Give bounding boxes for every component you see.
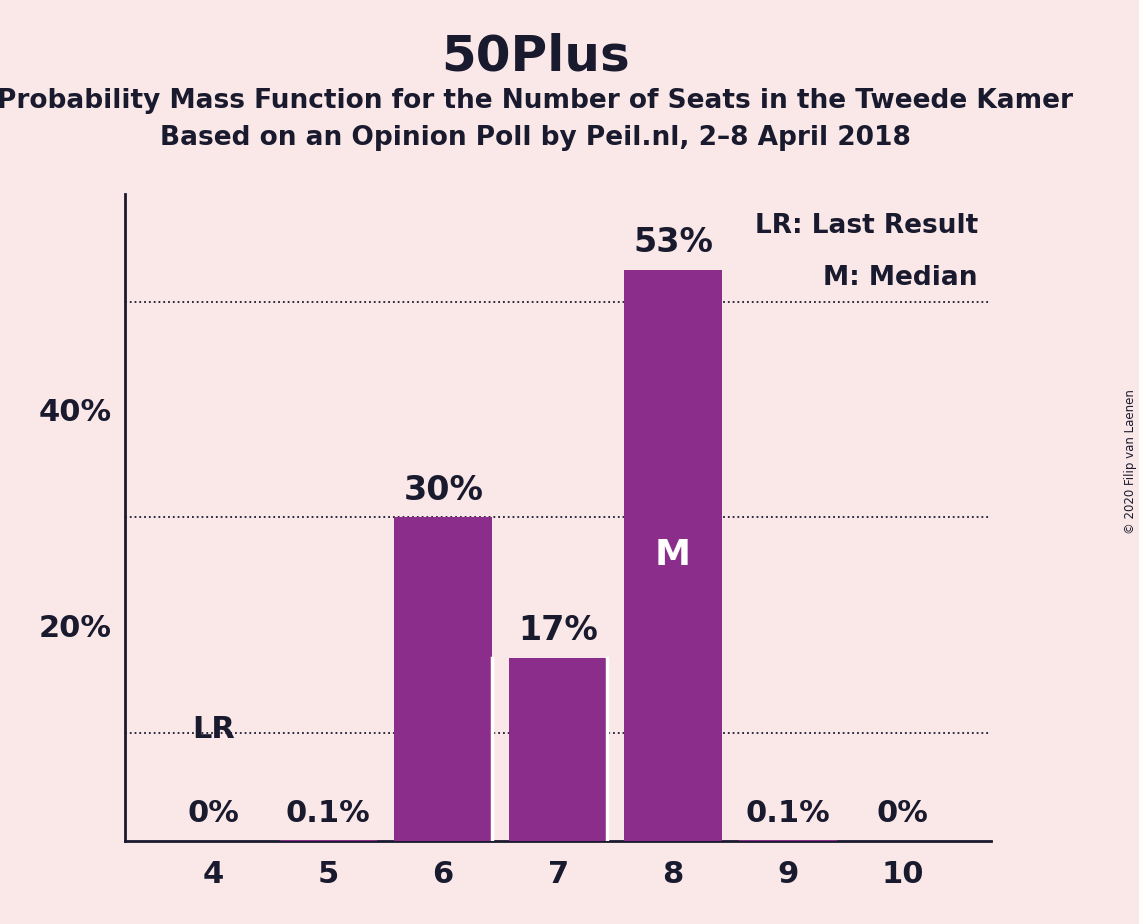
Text: 17%: 17% [518, 614, 598, 647]
Text: 0%: 0% [877, 799, 928, 828]
Text: 0.1%: 0.1% [746, 799, 830, 828]
Text: LR: LR [192, 715, 235, 744]
Bar [509, 658, 607, 841]
Text: 30%: 30% [403, 474, 483, 506]
Text: Based on an Opinion Poll by Peil.nl, 2–8 April 2018: Based on an Opinion Poll by Peil.nl, 2–8… [159, 125, 911, 151]
Text: 0.1%: 0.1% [286, 799, 370, 828]
Bar [279, 840, 377, 841]
Text: M: Median: M: Median [823, 265, 978, 291]
Text: © 2020 Filip van Laenen: © 2020 Filip van Laenen [1124, 390, 1137, 534]
Text: 53%: 53% [633, 225, 713, 259]
Text: LR: Last Result: LR: Last Result [755, 213, 978, 239]
Bar [624, 270, 722, 841]
Text: 0%: 0% [188, 799, 239, 828]
Bar [739, 840, 837, 841]
Text: 50Plus: 50Plus [441, 32, 630, 80]
Text: M: M [655, 538, 691, 572]
Text: Probability Mass Function for the Number of Seats in the Tweede Kamer: Probability Mass Function for the Number… [0, 88, 1073, 114]
Bar [394, 517, 492, 841]
